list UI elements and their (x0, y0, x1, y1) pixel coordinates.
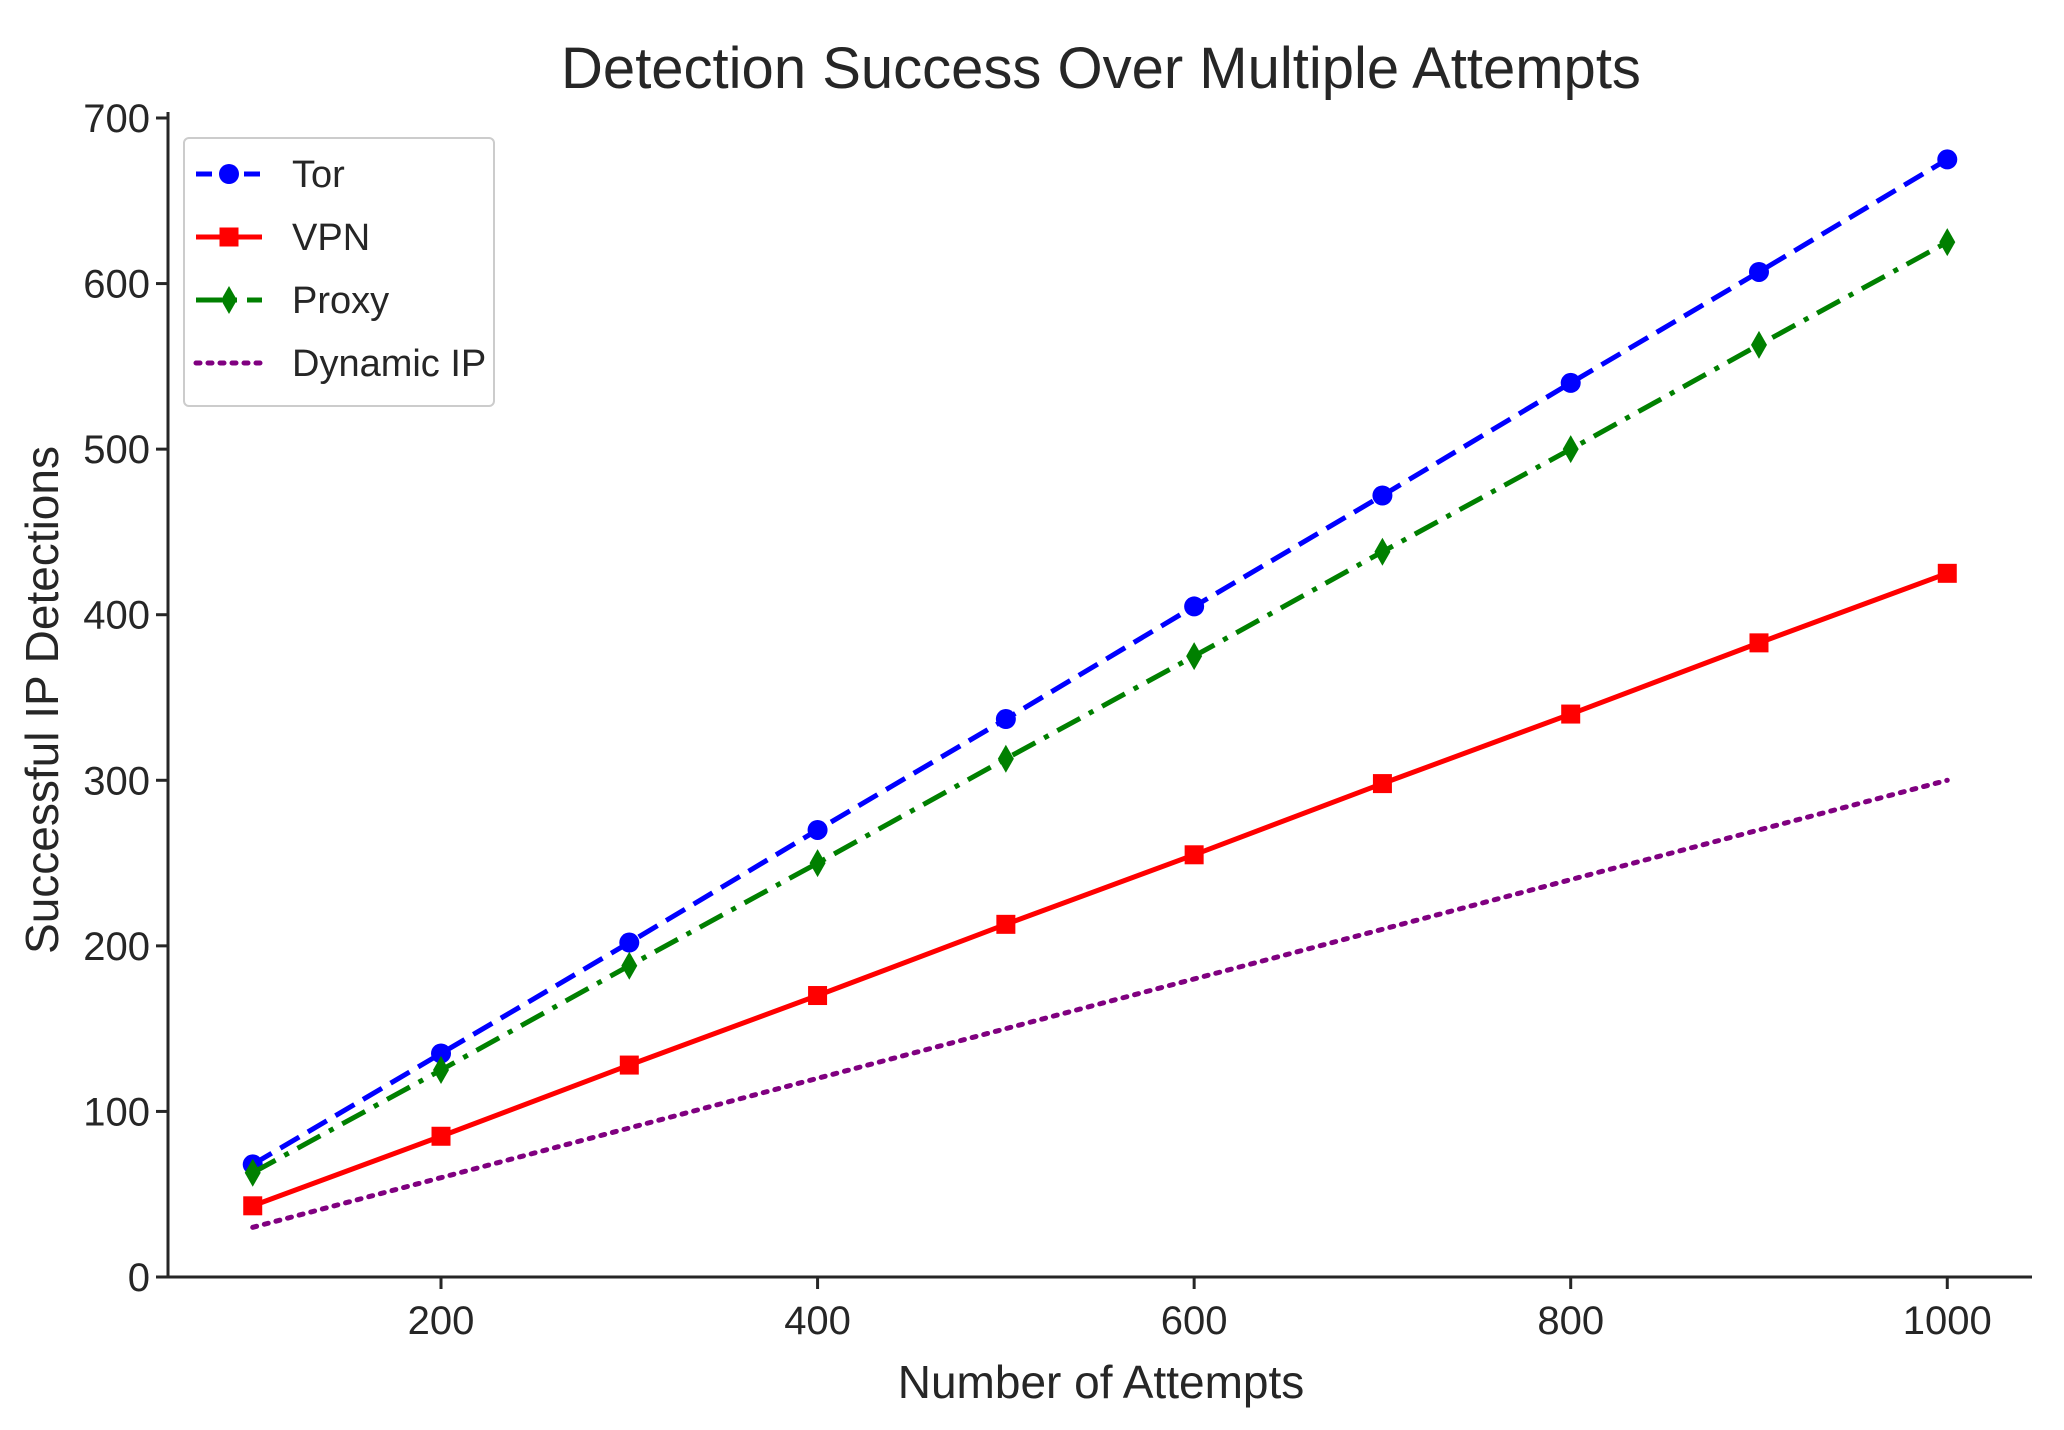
y-tick-label: 500 (83, 428, 150, 472)
data-point-tor (1937, 149, 1957, 169)
y-tick-label: 600 (83, 263, 150, 307)
data-point-tor (808, 820, 828, 840)
data-point-proxy (1186, 642, 1202, 670)
data-point-tor (1372, 486, 1392, 506)
x-tick-label: 200 (408, 1299, 475, 1343)
legend-label: VPN (292, 217, 370, 259)
data-point-proxy (1374, 538, 1390, 566)
y-tick-label: 300 (83, 759, 150, 803)
series-line-tor (253, 159, 1948, 1164)
x-tick-label: 600 (1161, 1299, 1228, 1343)
series-line-vpn (253, 573, 1948, 1205)
data-point-vpn (1373, 774, 1392, 793)
data-point-vpn (1938, 564, 1957, 583)
chart-title: Detection Success Over Multiple Attempts (561, 36, 1641, 101)
legend-label: Dynamic IP (292, 343, 486, 385)
legend-label: Tor (292, 154, 345, 196)
data-point-vpn (1749, 633, 1768, 652)
data-point-vpn (1185, 845, 1204, 864)
data-point-proxy (1939, 228, 1955, 256)
data-point-tor (1749, 262, 1769, 282)
data-point-tor (1184, 596, 1204, 616)
legend: Tor VPN Proxy Dynamic IP (184, 138, 494, 406)
data-point-proxy (621, 952, 637, 980)
series-line-proxy (253, 242, 1948, 1173)
data-point-tor (1561, 373, 1581, 393)
series-tor (243, 149, 1958, 1174)
data-point-tor (619, 933, 639, 953)
data-point-vpn (432, 1127, 451, 1146)
x-tick-label: 400 (784, 1299, 851, 1343)
y-tick-label: 0 (128, 1256, 150, 1300)
series-layer (243, 149, 1958, 1227)
data-point-proxy (810, 849, 826, 877)
data-point-vpn (620, 1056, 639, 1075)
data-point-proxy (1751, 331, 1767, 359)
y-axis-label: Successful IP Detections (16, 446, 68, 954)
y-tick-label: 200 (83, 925, 150, 969)
x-axis-label: Number of Attempts (898, 1356, 1305, 1408)
series-dynamic-ip (253, 780, 1948, 1227)
series-vpn (243, 564, 1957, 1215)
y-tick-label: 700 (83, 97, 150, 141)
data-point-vpn (996, 915, 1015, 934)
data-point-vpn (1561, 705, 1580, 724)
y-tick-label: 400 (83, 594, 150, 638)
legend-label: Proxy (292, 280, 389, 322)
x-tick-label: 800 (1537, 1299, 1604, 1343)
y-tick-label: 100 (83, 1090, 150, 1134)
data-point-vpn (808, 986, 827, 1005)
series-line-dynamic-ip (253, 780, 1948, 1227)
x-tick-label: 1000 (1903, 1299, 1992, 1343)
legend-swatch-marker (220, 228, 239, 247)
data-point-proxy (1563, 435, 1579, 463)
legend-swatch-marker (219, 164, 239, 184)
data-point-vpn (243, 1196, 262, 1215)
series-proxy (245, 228, 1956, 1187)
data-point-tor (996, 709, 1016, 729)
data-point-proxy (998, 745, 1014, 773)
